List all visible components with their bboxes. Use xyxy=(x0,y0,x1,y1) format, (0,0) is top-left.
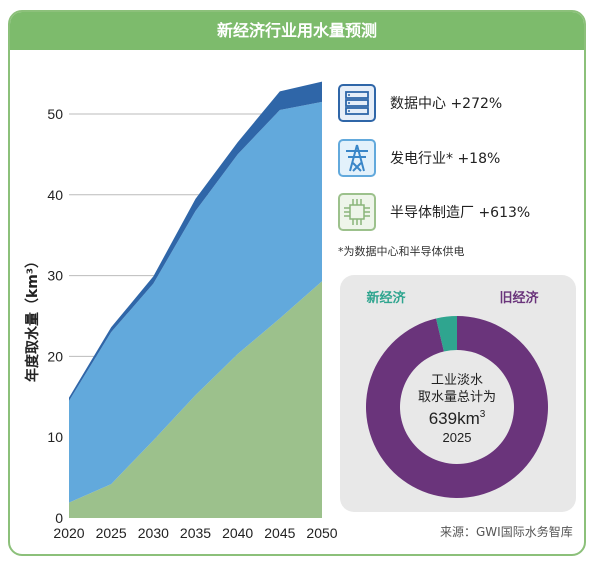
power-tower-icon xyxy=(338,139,376,177)
page-title: 新经济行业用水量预测 xyxy=(10,12,584,50)
x-tick-label: 2045 xyxy=(264,525,295,541)
x-tick-label: 2035 xyxy=(180,525,211,541)
donut-label-old: 旧经济 xyxy=(499,290,539,306)
area-series-半导体制造厂 xyxy=(69,281,322,518)
y-tick-label: 50 xyxy=(47,106,63,122)
infographic-card: 新经济行业用水量预测 xyxy=(8,10,586,556)
footnote: *为数据中心和半导体供电 xyxy=(338,245,465,258)
donut-slice xyxy=(366,316,549,498)
y-tick-label: 30 xyxy=(47,268,63,284)
microchip-icon xyxy=(338,193,376,231)
y-tick-label: 0 xyxy=(55,510,63,526)
x-tick-label: 2025 xyxy=(96,525,127,541)
y-tick-label: 20 xyxy=(47,348,63,364)
year-label: 2025 xyxy=(443,430,472,445)
source-text: 来源：GWI国际水务智库 xyxy=(440,525,573,539)
y-tick-label: 40 xyxy=(47,187,63,203)
center-text: 取水量总计为 xyxy=(418,390,496,405)
y-axis-label: 年度取水量（km³） xyxy=(24,254,41,382)
legend-label: 半导体制造厂 +613% xyxy=(390,205,531,221)
x-tick-label: 2020 xyxy=(53,525,84,541)
area-series-发电行业 xyxy=(69,101,322,503)
total-unit-sup: 3 xyxy=(480,409,486,420)
x-tick-label: 2040 xyxy=(222,525,253,541)
donut-slice xyxy=(436,316,457,352)
x-tick-label: 2030 xyxy=(138,525,169,541)
center-text: 工业淡水 xyxy=(431,373,483,388)
legend-label: 发电行业* +18% xyxy=(390,151,501,167)
donut-label-new: 新经济 xyxy=(366,290,406,306)
legend-label: 数据中心 +272% xyxy=(390,96,503,112)
x-tick-label: 2050 xyxy=(306,525,337,541)
y-tick-label: 10 xyxy=(47,429,63,445)
total-value: 639km3 xyxy=(429,409,486,428)
server-rack-icon xyxy=(338,84,376,122)
